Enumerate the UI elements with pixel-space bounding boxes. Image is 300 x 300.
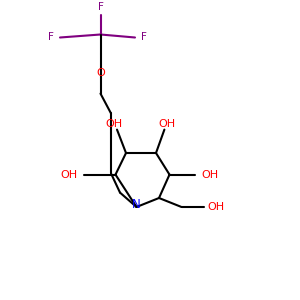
Text: F: F — [48, 32, 54, 43]
Text: F: F — [98, 2, 103, 13]
Text: OH: OH — [207, 202, 225, 212]
Text: OH: OH — [159, 118, 176, 129]
Text: F: F — [141, 32, 147, 43]
Text: OH: OH — [60, 169, 78, 180]
Text: OH: OH — [105, 118, 123, 129]
Text: O: O — [96, 68, 105, 79]
Text: OH: OH — [201, 169, 219, 180]
Text: N: N — [132, 198, 141, 211]
